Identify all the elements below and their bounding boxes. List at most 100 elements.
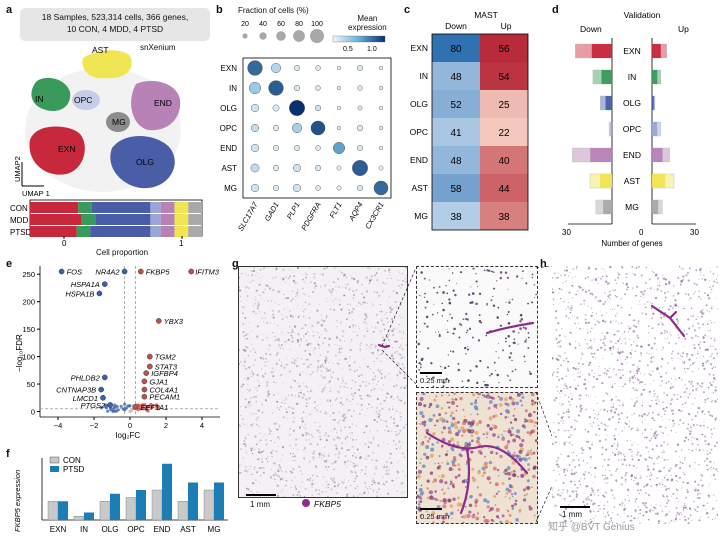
heat-row-label-in: IN	[420, 71, 429, 81]
heatmap-frame	[431, 33, 529, 231]
dot-opc-slc17a7	[251, 123, 260, 132]
volcano-ytick-label-100: 100	[22, 353, 35, 362]
umap-plot: AST IN OPC END MG EXN OLG UMAP2 UMAP 1	[13, 45, 181, 198]
volcano-plot: −log₁₀FDR log₂FC −4 −2 0 2 4050100150200250 …	[15, 266, 220, 440]
dot-end-pdgfra	[315, 145, 321, 151]
fkbp5-bar-con-ast	[177, 501, 189, 521]
dot-exn-gad1	[271, 63, 281, 73]
volcano-ylabel: −log₁₀FDR	[15, 334, 24, 372]
dot-col-label-slc17a7: SLC17A7	[236, 200, 260, 233]
scale-label-inset1: 0.25 mm	[420, 376, 450, 385]
dot-in-cx3cr1	[378, 85, 384, 91]
heat-value-down-olg: 52	[450, 100, 462, 111]
dot-ast-slc17a7	[250, 163, 260, 173]
dot-olg-plp1	[289, 100, 305, 116]
dot-exn-cx3cr1	[378, 65, 384, 71]
valid-bar-up-ast	[652, 174, 666, 188]
dot-opc-flt1	[336, 125, 342, 131]
volcano-bg-point	[113, 409, 118, 413]
dot-mg-aqp4	[356, 184, 364, 192]
dot-col-label-gad1: GAD1	[263, 201, 281, 223]
dot-row-label-end: END	[220, 144, 237, 153]
fkbp5-bar-ptsd-exn	[58, 501, 68, 520]
dot-mg-slc17a7	[251, 183, 260, 192]
proportion-segment-mdd-olg	[95, 214, 151, 225]
valid-bar-up-end	[652, 148, 663, 162]
volcano-bg-point	[106, 409, 110, 413]
valid-bar-down-olg	[605, 96, 612, 110]
heat-value-down-mg: 38	[450, 212, 462, 223]
size-legend-tick-40: 40	[259, 21, 267, 28]
volcano-xtick-label-4: 4	[200, 421, 204, 430]
size-legend-tick-80: 80	[295, 21, 303, 28]
volcano-bg-point	[147, 404, 151, 409]
size-legend-circle-80	[293, 30, 305, 42]
dot-mg-plp1	[292, 183, 301, 192]
volcano-ytick-label-150: 150	[22, 325, 35, 334]
volcano-bg-point	[119, 404, 123, 408]
valid-row-label-opc: OPC	[623, 124, 641, 134]
heat-cell-up-end	[480, 146, 528, 174]
dot-ast-cx3cr1	[378, 165, 384, 171]
volcano-label-fos: FOS	[67, 267, 82, 276]
dot-olg-aqp4	[357, 105, 363, 111]
heat-value-down-in: 48	[450, 72, 462, 83]
volcano-bg-point	[124, 406, 128, 410]
summary-line-2: 10 CON, 4 MDD, 4 PTSD	[66, 24, 164, 34]
dot-col-label-flt1: FLT1	[327, 201, 343, 220]
proportion-segment-ptsd-exn	[30, 226, 77, 237]
volcano-bg-point	[140, 403, 144, 407]
volcano-point-nr4a2	[121, 268, 128, 275]
tissue-texture-h	[552, 266, 718, 524]
row-label-con: CON	[10, 204, 28, 213]
volcano-label-stat3: STAT3	[155, 362, 178, 371]
volcano-point-tgm2	[146, 353, 153, 360]
heat-value-down-end: 48	[450, 156, 462, 167]
fkbp5-bar-con-opc	[125, 497, 137, 521]
heat-value-up-end: 40	[498, 156, 510, 167]
row-label-ptsd: PTSD	[10, 228, 32, 237]
valid-bar-up-olg	[652, 96, 654, 110]
fkbp5-bar-ptsd-opc	[136, 490, 146, 520]
valid-row-label-in: IN	[628, 72, 637, 82]
umap-x-label: UMAP 1	[22, 189, 50, 198]
dot-in-slc17a7	[249, 82, 261, 94]
tissue-image-main	[238, 266, 408, 498]
scale-label-main: 1 mm	[250, 500, 270, 509]
heat-value-down-opc: 41	[450, 128, 462, 139]
panel-label-e: e	[6, 258, 13, 270]
dot-in-gad1	[268, 80, 284, 96]
method-label: snXenium	[140, 43, 176, 52]
scale-bar-h	[560, 506, 590, 508]
validation-tick-0: 0	[639, 228, 644, 237]
row-label-mdd: MDD	[10, 216, 28, 225]
umap-label-end: END	[154, 98, 172, 108]
umap-cluster-end	[131, 80, 181, 131]
dot-row-label-mg: MG	[224, 184, 237, 193]
validation-xlabel: Number of genes	[601, 239, 662, 248]
size-legend-circle-100	[310, 29, 324, 43]
validation-bars: EXN IN OLG OPC END AST MG	[572, 43, 675, 215]
volcano-label-nr4a2: NR4A2	[95, 267, 120, 276]
panel-label-c: c	[404, 4, 411, 16]
fkbp5-bar-con-in	[73, 516, 85, 521]
valid-bar-up-mg	[652, 200, 659, 214]
heat-cell-up-ast	[480, 174, 528, 202]
fkbp5-legend-dot	[302, 499, 310, 507]
size-legend-title: Fraction of cells (%)	[238, 6, 309, 15]
proportion-segment-con-exn	[30, 202, 79, 213]
heat-value-up-ast: 44	[498, 184, 510, 195]
valid-bar-up-exn	[652, 44, 661, 58]
volcano-label-cntnap3b: CNTNAP3B	[56, 386, 96, 395]
volcano-bg-point	[156, 407, 160, 411]
volcano-label-ifitm3: IFITM3	[195, 267, 220, 276]
dot-ast-gad1	[272, 164, 280, 172]
volcano-xtick-label-2: 2	[164, 421, 168, 430]
volcano-bg-point	[143, 402, 147, 407]
volcano-bg-point	[151, 403, 155, 407]
color-bar	[332, 35, 386, 43]
dot-in-aqp4	[357, 85, 363, 91]
heat-cell-down-mg	[432, 202, 480, 230]
volcano-label-igfbp4: IGFBP4	[151, 369, 178, 378]
